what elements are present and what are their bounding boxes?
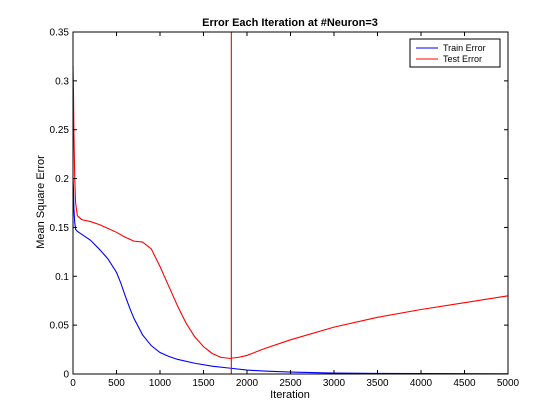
plot-frame	[72, 31, 509, 375]
x-tick-label: 0	[70, 378, 76, 389]
legend-box	[409, 38, 501, 68]
x-axis-label: Iteration	[270, 389, 310, 401]
y-tick-label: 0.35	[50, 28, 70, 39]
y-tick-label: 0.1	[55, 272, 69, 283]
x-tick-label: 1000	[149, 378, 172, 389]
x-axis-ticks: 0 500 1000 1500 2000 2500 3000 3500 4000 4500 5000	[70, 32, 520, 389]
legend-label-test-error: Test Error	[443, 54, 482, 64]
plot-lines	[72, 66, 509, 375]
y-tick-label: 0.15	[50, 223, 70, 234]
x-tick-label: 500	[108, 378, 125, 389]
x-tick-label: 3000	[323, 378, 346, 389]
legend-label-train-error: Train Error	[443, 43, 486, 53]
x-tick-label: 4500	[453, 378, 476, 389]
series-line-test-error	[72, 66, 509, 359]
y-axis-label: Mean Square Error	[35, 155, 47, 249]
x-tick-label: 3500	[366, 378, 389, 389]
x-tick-label: 2000	[236, 378, 259, 389]
x-tick-label: 1500	[192, 378, 215, 389]
x-tick-label: 2500	[279, 378, 302, 389]
y-tick-label: 0.3	[55, 76, 69, 87]
y-tick-label: 0	[63, 370, 69, 381]
y-axis-ticks: 0 0.05 0.1 0.15 0.2 0.25 0.3 0.35	[50, 28, 508, 381]
x-tick-label: 4000	[410, 378, 433, 389]
x-tick-label: 5000	[497, 378, 520, 389]
y-tick-label: 0.2	[55, 174, 69, 185]
series-line-train-error	[72, 178, 509, 375]
chart-title: Error Each Iteration at #Neuron=3	[202, 17, 378, 29]
y-tick-label: 0.05	[50, 321, 70, 332]
y-tick-label: 0.25	[50, 125, 70, 136]
